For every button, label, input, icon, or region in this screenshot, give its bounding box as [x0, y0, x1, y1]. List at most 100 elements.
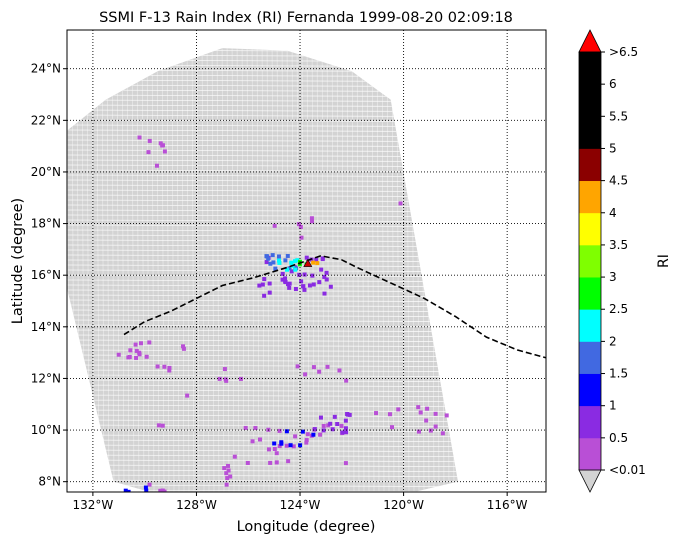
swath-scan-line	[301, 48, 305, 492]
swath-scan-line	[67, 299, 458, 303]
rain-pixel	[304, 255, 309, 260]
rain-pixel	[387, 412, 392, 417]
rain-pixel	[425, 406, 430, 411]
rain-pixel	[284, 429, 289, 434]
swath-scan-line	[111, 48, 115, 492]
swath-scan-line	[67, 469, 458, 473]
colorbar-bin	[579, 309, 601, 342]
rain-pixel	[147, 340, 152, 345]
swath-scan-line	[67, 79, 458, 83]
rain-pixel	[297, 272, 302, 277]
rain-pixel	[143, 485, 148, 490]
rain-pixel	[344, 430, 349, 435]
rain-pixel	[286, 282, 291, 287]
swath-scan-line	[141, 48, 145, 492]
y-axis-label: Latitude (degree)	[10, 198, 26, 324]
rain-pixel	[328, 284, 333, 289]
rain-pixel	[390, 425, 395, 430]
rain-pixel	[266, 256, 271, 261]
rain-pixel	[277, 444, 282, 449]
rain-pixel	[156, 423, 161, 428]
swath-scan-line	[206, 48, 210, 492]
rain-pixel	[181, 346, 186, 351]
swath-scan-line	[136, 48, 140, 492]
swath-scan-line	[67, 189, 458, 193]
rain-pixel	[295, 258, 300, 263]
swath-scan-line	[67, 99, 458, 103]
colorbar-under-arrow	[578, 469, 602, 493]
swath-scan-line	[221, 48, 225, 492]
rain-pixel	[280, 271, 285, 276]
swath-scan-line	[502, 30, 504, 492]
rain-pixel	[253, 426, 258, 431]
colorbar-bin	[579, 341, 601, 374]
rain-pixel	[440, 431, 445, 436]
rain-pixel	[433, 424, 438, 429]
rain-pixel	[268, 261, 273, 266]
chart-title: SSMI F-13 Rain Index (RI) Fernanda 1999-…	[99, 10, 513, 26]
rain-pixel	[264, 260, 269, 265]
rain-pixel	[270, 253, 275, 258]
swath-scan-line	[96, 48, 100, 492]
rain-pixel	[322, 291, 327, 296]
colorbar-tick-label: 5	[609, 141, 617, 155]
swath-scan-line	[67, 269, 458, 273]
y-tick-label: 14°N	[31, 320, 61, 334]
rain-pixel	[307, 283, 312, 288]
rain-pixel	[267, 290, 272, 295]
swath-scan-line	[336, 48, 340, 492]
colorbar-bin	[579, 244, 601, 278]
swath-scan-line	[176, 48, 180, 492]
swath-scan-line	[67, 259, 458, 263]
rain-pixel	[311, 282, 316, 287]
swath-scan-line	[67, 124, 458, 128]
swath-scan-line	[67, 119, 458, 123]
swath-scan-line	[67, 324, 458, 328]
swath-scan-line	[67, 224, 458, 228]
swath-scan-line	[231, 48, 235, 492]
swath-scan-line	[67, 329, 458, 333]
rain-pixel	[343, 426, 348, 431]
rain-pixel	[134, 348, 139, 353]
swath-scan-line	[67, 184, 458, 188]
rain-pixel	[293, 267, 298, 272]
rain-pixel	[396, 407, 401, 412]
swath-scan-line	[67, 239, 458, 243]
swath-scan-line	[201, 48, 205, 492]
swath-scan-line	[67, 429, 458, 433]
swath-scan-line	[482, 30, 484, 492]
storm-center-marker	[303, 258, 313, 267]
swath-scan-line	[67, 234, 458, 238]
rain-pixel	[147, 138, 152, 143]
swath-scan-line	[256, 48, 260, 492]
swath-scan-line	[527, 30, 529, 492]
colorbar-bin	[579, 84, 601, 117]
rain-pixel	[226, 463, 231, 468]
colorbar-tick-label: 6	[609, 77, 617, 91]
rain-pixel	[304, 438, 309, 443]
rain-pixel	[144, 488, 149, 492]
swath-scan-line	[451, 48, 455, 492]
swath-scan-line	[67, 204, 458, 208]
swath-scan-line	[326, 48, 330, 492]
rain-pixel	[262, 293, 267, 298]
rain-pixel	[162, 364, 167, 369]
rain-pixel	[285, 253, 290, 258]
rain-pixel	[217, 376, 222, 381]
rain-pixel	[374, 411, 379, 416]
swath-scan-line	[67, 209, 458, 213]
rain-pixel	[309, 219, 314, 224]
swath-scan-line	[286, 48, 290, 492]
rain-pixel	[321, 428, 326, 433]
y-tick-label: 18°N	[31, 217, 61, 231]
rain-pixel	[337, 368, 342, 373]
colorbar-tick-label: 5.5	[609, 109, 628, 123]
swath-scan-line	[472, 30, 474, 492]
swath-scan-line	[356, 48, 360, 492]
rain-pixel	[293, 287, 298, 292]
swath-scan-line	[67, 194, 458, 198]
swath-scan-line	[67, 54, 458, 58]
rain-pixel	[272, 223, 277, 228]
rain-pixel	[428, 428, 433, 433]
swath-scan-line	[186, 48, 190, 492]
